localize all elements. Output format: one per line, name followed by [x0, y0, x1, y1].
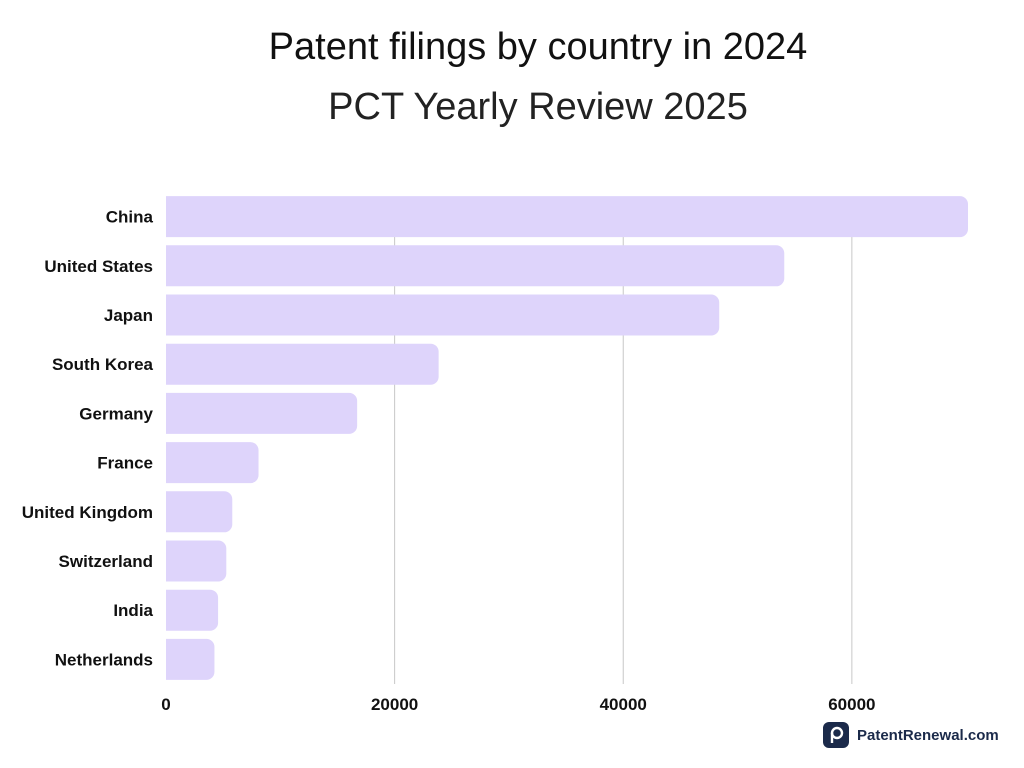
- category-labels: China United States Japan South Korea German…: [22, 208, 154, 670]
- x-tick-label: 0: [161, 695, 170, 714]
- patentrenewal-logo-icon: [823, 722, 849, 748]
- bar: [158, 196, 968, 238]
- x-tick-label: 20000: [371, 695, 418, 714]
- chart-title: Patent filings by country in 2024: [268, 26, 808, 68]
- category-label: France: [97, 454, 153, 473]
- category-label: Switzerland: [59, 552, 153, 571]
- category-label: Japan: [104, 306, 153, 325]
- category-label: Netherlands: [55, 650, 153, 669]
- category-label: Germany: [79, 404, 153, 423]
- bar: [158, 638, 215, 680]
- bar: [158, 540, 227, 582]
- bar: [158, 294, 720, 336]
- x-tick-labels: 0 20000 40000 60000: [161, 695, 875, 714]
- brand-badge[interactable]: PatentRenewal.com: [823, 722, 999, 748]
- category-label: South Korea: [52, 355, 154, 374]
- x-tick-label: 40000: [600, 695, 647, 714]
- bars: [157, 192, 968, 684]
- bar: [158, 589, 219, 631]
- category-label: India: [113, 601, 153, 620]
- bar: [158, 343, 439, 385]
- x-tick-label: 60000: [828, 695, 875, 714]
- category-label: China: [106, 208, 154, 227]
- axis-mask: [157, 192, 166, 684]
- bar: [158, 442, 259, 484]
- bar: [158, 491, 233, 533]
- category-label: United States: [44, 257, 153, 276]
- bar: [158, 392, 358, 434]
- category-label: United Kingdom: [22, 503, 153, 522]
- brand-name: PatentRenewal.com: [857, 726, 999, 744]
- chart-subtitle: PCT Yearly Review 2025: [328, 86, 748, 128]
- bar: [158, 245, 785, 287]
